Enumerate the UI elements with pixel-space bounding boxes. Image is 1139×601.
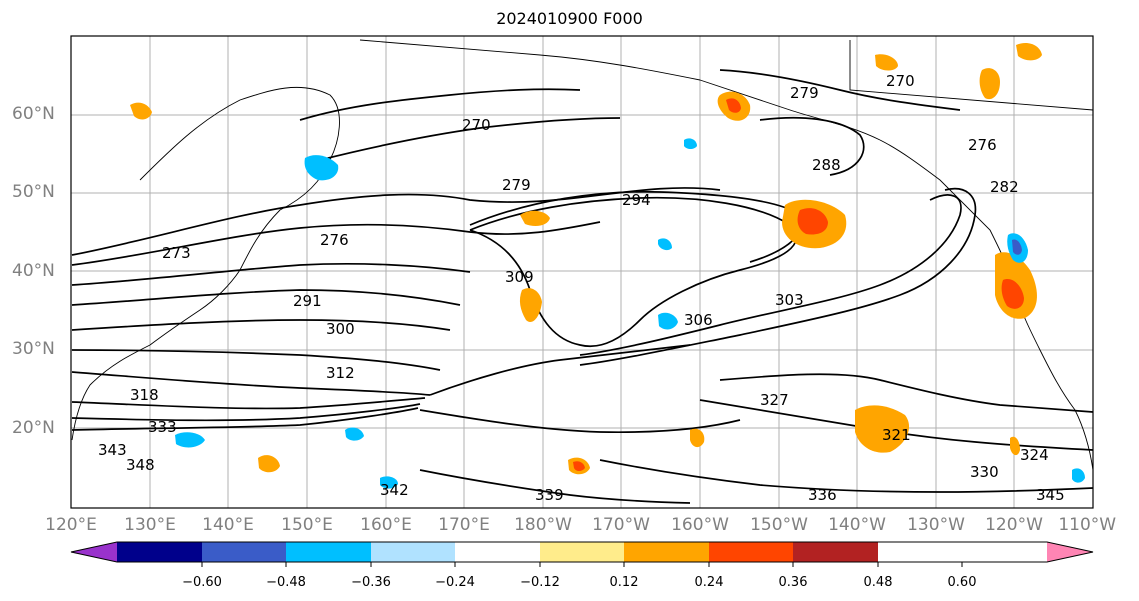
lon-label: 140°E (202, 515, 254, 535)
contour-label: 327 (760, 391, 789, 409)
colorbar-cell (286, 542, 371, 562)
map-title: 2024010900 F000 (496, 9, 643, 28)
colorbar-tick-label: 0.24 (694, 575, 724, 590)
lon-label: 130°E (124, 515, 176, 535)
lon-label: 170°W (592, 515, 650, 535)
contour-label: 276 (320, 231, 349, 249)
colorbar-tick-label: 0.60 (947, 575, 977, 590)
contour-label: 343 (98, 441, 127, 459)
contour-label: 276 (968, 136, 997, 154)
lat-label: 60°N (12, 104, 55, 124)
contour-label: 330 (970, 463, 999, 481)
contour-label: 324 (1020, 446, 1049, 464)
colorbar-tick-label: −0.60 (182, 575, 222, 590)
contour-label: 291 (293, 292, 322, 310)
colorbar-cell (709, 542, 793, 562)
colorbar-tick-label: −0.24 (435, 575, 475, 590)
contour-label: 294 (622, 191, 651, 209)
contour-label: 333 (148, 418, 177, 436)
lon-label: 130°W (907, 515, 965, 535)
lon-label: 160°W (671, 515, 729, 535)
lon-label: 110°W (1058, 515, 1117, 535)
contour-labels: 270 276 279 288 294 291 300 312 318 333 … (98, 72, 1065, 504)
contour-label: 288 (812, 156, 841, 174)
lon-label: 180°W (514, 515, 572, 535)
colorbar-cell (624, 542, 709, 562)
colorbar-cell (455, 542, 540, 562)
lon-label: 160°E (360, 515, 412, 535)
contour-label: 300 (326, 320, 355, 338)
contour-label: 339 (535, 486, 564, 504)
contour-label: 321 (882, 426, 911, 444)
colorbar-tick-label: 0.36 (778, 575, 808, 590)
contour-label: 270 (462, 116, 491, 134)
lat-label: 30°N (12, 339, 55, 359)
contour-label: 342 (380, 481, 409, 499)
lon-label: 150°W (750, 515, 808, 535)
colorbar-cell (202, 542, 286, 562)
contour-label: 312 (326, 364, 355, 382)
colorbar (70, 541, 1094, 567)
colorbar-cell (540, 542, 624, 562)
colorbar-cell (117, 542, 202, 562)
lat-label: 40°N (12, 261, 55, 281)
colorbar-extend-low (71, 542, 117, 562)
colorbar-tick-label: −0.48 (266, 575, 306, 590)
contour-label: 336 (808, 486, 837, 504)
lon-label: 120°E (45, 515, 97, 535)
colorbar-tick-label: 0.12 (609, 575, 639, 590)
contour-label: 348 (126, 456, 155, 474)
contour-label: 270 (886, 72, 915, 90)
map-frame (70, 35, 1094, 509)
colorbar-tick-label: −0.36 (351, 575, 391, 590)
contour-label: 309 (505, 268, 534, 286)
contour-label: 318 (130, 386, 159, 404)
lat-label: 50°N (12, 182, 55, 202)
contour-label: 306 (684, 311, 713, 329)
colorbar-tick-label: 0.48 (863, 575, 893, 590)
lon-label: 120°W (985, 515, 1043, 535)
contour-label: 282 (990, 178, 1019, 196)
colorbar-cell (371, 542, 455, 562)
lon-label: 140°W (828, 515, 886, 535)
colorbar-cell (793, 542, 878, 562)
height-contours (71, 69, 1094, 504)
contour-label: 279 (502, 176, 531, 194)
lat-label: 20°N (12, 418, 55, 438)
contour-label: 273 (162, 244, 191, 262)
contour-label: 303 (775, 291, 804, 309)
contour-label: 345 (1036, 486, 1065, 504)
colorbar-extend-high (1047, 542, 1093, 562)
colorbar-tick-label: −0.12 (520, 575, 560, 590)
colorbar-outline (70, 541, 1094, 563)
lon-label: 170°E (438, 515, 490, 535)
lon-label: 150°E (281, 515, 333, 535)
contour-label: 279 (790, 84, 819, 102)
shading-patches (130, 43, 1085, 489)
